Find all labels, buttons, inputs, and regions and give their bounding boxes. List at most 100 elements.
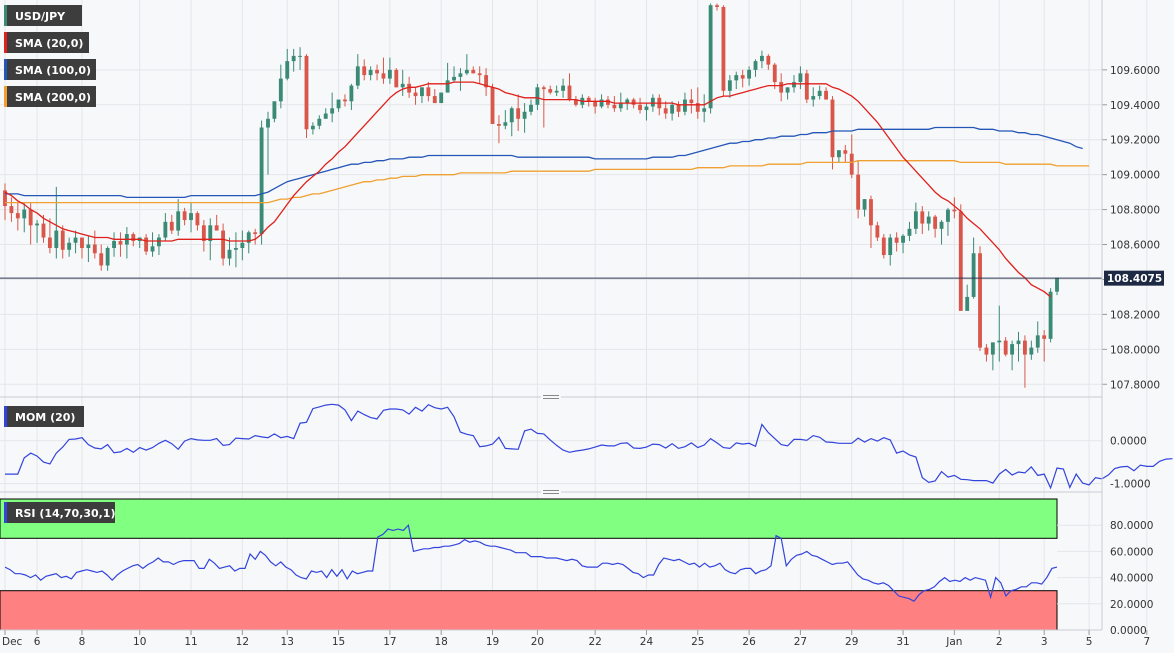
- candle-body: [278, 78, 283, 102]
- rsi-axis-tick: 80.0000: [1110, 520, 1153, 532]
- candle: [375, 64, 379, 81]
- candle: [670, 101, 675, 121]
- candle-body: [227, 249, 232, 259]
- rsi-axis-tick: 0.0000: [1110, 625, 1147, 637]
- candle: [259, 120, 264, 245]
- candle-body: [920, 211, 925, 224]
- legend-sma-100-label: SMA (100,0): [15, 64, 91, 77]
- legend-rsi[interactable]: RSI (14,70,30,1): [4, 502, 115, 523]
- price-axis-tick: 108.0000: [1110, 344, 1160, 356]
- time-axis-tick: 20: [531, 636, 544, 648]
- time-axis-tick: 6: [34, 636, 41, 648]
- panel-resize-grip-2: [541, 489, 561, 495]
- time-axis-tick: 8: [79, 636, 86, 648]
- candle: [869, 195, 873, 249]
- legend-symbol[interactable]: USD/JPY: [4, 5, 82, 26]
- candle-body: [169, 221, 174, 231]
- panel-resize-handle-1[interactable]: [0, 394, 1102, 400]
- time-axis-tick: 7: [1143, 636, 1150, 648]
- candle-body: [432, 96, 437, 104]
- candle-body: [901, 235, 905, 243]
- candle-body: [856, 174, 861, 210]
- candle: [1023, 335, 1027, 388]
- legend-momentum[interactable]: MOM (20): [4, 406, 84, 427]
- candle-body: [60, 230, 65, 250]
- candle-body: [259, 127, 264, 235]
- candle: [933, 214, 938, 238]
- candle: [330, 92, 335, 123]
- candle: [41, 214, 46, 243]
- candle: [452, 66, 456, 83]
- candle: [901, 234, 905, 254]
- legend-sma-20-label: SMA (20,0): [15, 37, 83, 50]
- candle-body: [362, 66, 367, 76]
- candle: [234, 232, 238, 268]
- candle: [387, 57, 392, 84]
- candle-body: [554, 90, 559, 93]
- candle: [875, 221, 880, 242]
- candle-body: [452, 76, 456, 81]
- candle-body: [907, 228, 912, 236]
- candle-body: [1048, 291, 1053, 339]
- candle-body: [606, 99, 610, 105]
- candle-body: [772, 64, 777, 83]
- candle: [253, 228, 258, 245]
- candle-body: [708, 5, 713, 109]
- candle-body: [266, 118, 270, 128]
- candle-body: [304, 55, 309, 130]
- candle: [958, 204, 963, 311]
- candle-body: [926, 216, 931, 224]
- candle-body: [862, 199, 867, 210]
- candle-body: [41, 223, 46, 238]
- candle-body: [420, 87, 424, 97]
- candle-body: [3, 190, 7, 207]
- candle: [169, 214, 174, 235]
- legend-momentum-marker: [4, 406, 7, 427]
- legend-sma-200[interactable]: SMA (200,0): [4, 86, 96, 107]
- time-axis-tick: Dec: [2, 636, 23, 648]
- rsi-axis: 80.0000 60.0000 40.0000 20.0000 0.0000: [1110, 520, 1153, 637]
- candle-body: [272, 101, 277, 119]
- candle: [689, 89, 694, 114]
- candle-body: [343, 99, 347, 102]
- candle: [548, 85, 553, 95]
- candle: [593, 97, 598, 114]
- legend-sma-100[interactable]: SMA (100,0): [4, 59, 96, 80]
- candle-body: [586, 97, 591, 102]
- candle-body: [246, 232, 251, 243]
- legend-rsi-marker: [4, 502, 7, 523]
- candle: [176, 199, 181, 236]
- sma-200-line: [5, 160, 1090, 204]
- legend-sma-20[interactable]: SMA (20,0): [4, 32, 89, 53]
- candle: [683, 92, 687, 116]
- candle: [881, 234, 886, 259]
- candle: [323, 108, 328, 119]
- candle-body: [650, 97, 655, 107]
- candle: [22, 202, 27, 233]
- candle-body: [638, 104, 642, 111]
- candle-body: [824, 90, 828, 100]
- candle-body: [869, 199, 873, 226]
- candle-body: [670, 104, 675, 114]
- candle: [195, 211, 200, 231]
- candle: [9, 197, 14, 222]
- candle: [734, 71, 739, 90]
- candle-body: [477, 73, 482, 76]
- time-axis-tick: 5: [1086, 636, 1093, 648]
- candle: [561, 78, 565, 98]
- candle-body: [1016, 340, 1021, 345]
- candle-body: [253, 232, 258, 235]
- candle: [529, 99, 533, 116]
- candle: [240, 230, 245, 261]
- panel-resize-handle-2[interactable]: [0, 489, 1102, 495]
- candle: [894, 232, 899, 252]
- rsi-overbought-zone: [0, 498, 1058, 539]
- momentum-axis: 0.0000 -1.0000: [1110, 436, 1151, 491]
- candle-body: [644, 106, 649, 111]
- rsi-axis-tick: 40.0000: [1110, 573, 1153, 585]
- time-axis-tick: 15: [332, 636, 345, 648]
- candle: [60, 225, 65, 259]
- price-axis-tick: 109.2000: [1110, 135, 1160, 147]
- legend-symbol-marker: [4, 5, 7, 26]
- candle: [413, 87, 418, 105]
